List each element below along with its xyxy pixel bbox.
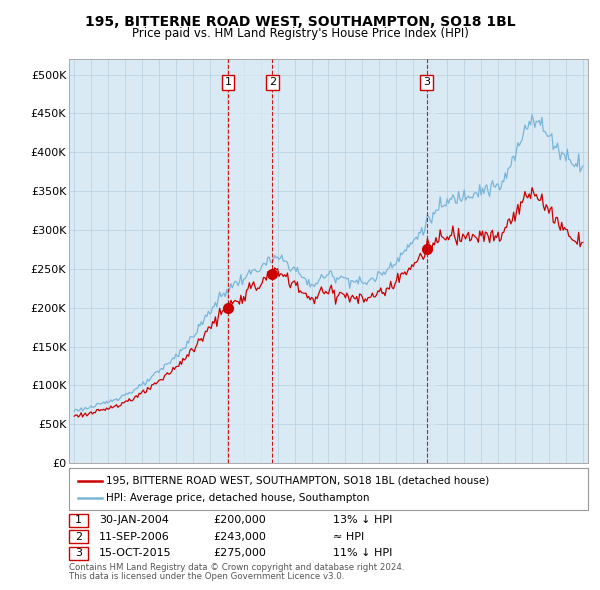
Text: 13% ↓ HPI: 13% ↓ HPI xyxy=(333,516,392,525)
Text: Price paid vs. HM Land Registry's House Price Index (HPI): Price paid vs. HM Land Registry's House … xyxy=(131,27,469,40)
Text: This data is licensed under the Open Government Licence v3.0.: This data is licensed under the Open Gov… xyxy=(69,572,344,581)
Text: Contains HM Land Registry data © Crown copyright and database right 2024.: Contains HM Land Registry data © Crown c… xyxy=(69,563,404,572)
Text: 15-OCT-2015: 15-OCT-2015 xyxy=(99,549,172,558)
Text: 3: 3 xyxy=(423,77,430,87)
Text: 2: 2 xyxy=(269,77,276,87)
Text: 1: 1 xyxy=(224,77,232,87)
Text: 30-JAN-2004: 30-JAN-2004 xyxy=(99,516,169,525)
Text: 195, BITTERNE ROAD WEST, SOUTHAMPTON, SO18 1BL (detached house): 195, BITTERNE ROAD WEST, SOUTHAMPTON, SO… xyxy=(106,476,490,486)
Text: 1: 1 xyxy=(75,516,82,525)
Bar xyxy=(228,59,272,463)
Text: HPI: Average price, detached house, Southampton: HPI: Average price, detached house, Sout… xyxy=(106,493,370,503)
Text: 11-SEP-2006: 11-SEP-2006 xyxy=(99,532,170,542)
Text: 195, BITTERNE ROAD WEST, SOUTHAMPTON, SO18 1BL: 195, BITTERNE ROAD WEST, SOUTHAMPTON, SO… xyxy=(85,15,515,29)
Text: 3: 3 xyxy=(75,549,82,558)
Text: £243,000: £243,000 xyxy=(213,532,266,542)
Text: £275,000: £275,000 xyxy=(213,549,266,558)
Bar xyxy=(427,59,436,463)
Text: ≈ HPI: ≈ HPI xyxy=(333,532,364,542)
Text: £200,000: £200,000 xyxy=(213,516,266,525)
Text: 11% ↓ HPI: 11% ↓ HPI xyxy=(333,549,392,558)
Text: 2: 2 xyxy=(75,532,82,542)
